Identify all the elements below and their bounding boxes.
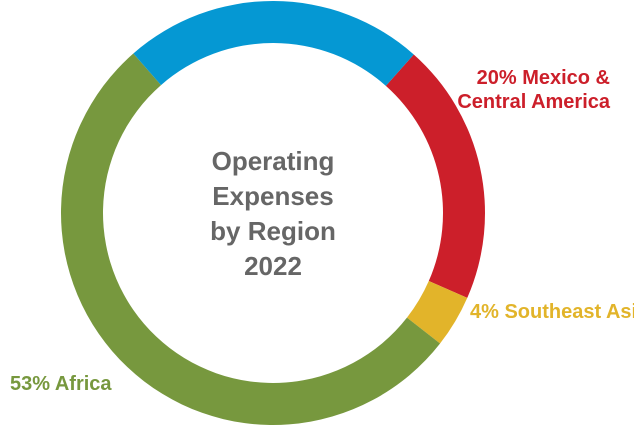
segment-label: 53% Africa — [10, 372, 310, 396]
category-label: Africa — [54, 373, 112, 395]
chart-title: by Region — [210, 216, 336, 246]
donut-segment — [385, 54, 485, 298]
chart-title: 2022 — [244, 251, 302, 281]
donut-segment — [133, 1, 414, 86]
segment-label: 4% Southeast Asia — [470, 300, 634, 324]
chart-title: Operating — [212, 146, 335, 176]
segment-label: 20% Mexico & Central America — [440, 66, 610, 114]
category-label: Mexico & Central America — [457, 67, 610, 113]
category-label: Southeast Asia — [504, 301, 634, 323]
donut-segment — [406, 281, 468, 344]
chart-title: Expenses — [212, 181, 333, 211]
value-label: 53% — [10, 373, 51, 395]
value-label: 4% — [470, 301, 499, 323]
value-label: 20% — [476, 67, 517, 89]
